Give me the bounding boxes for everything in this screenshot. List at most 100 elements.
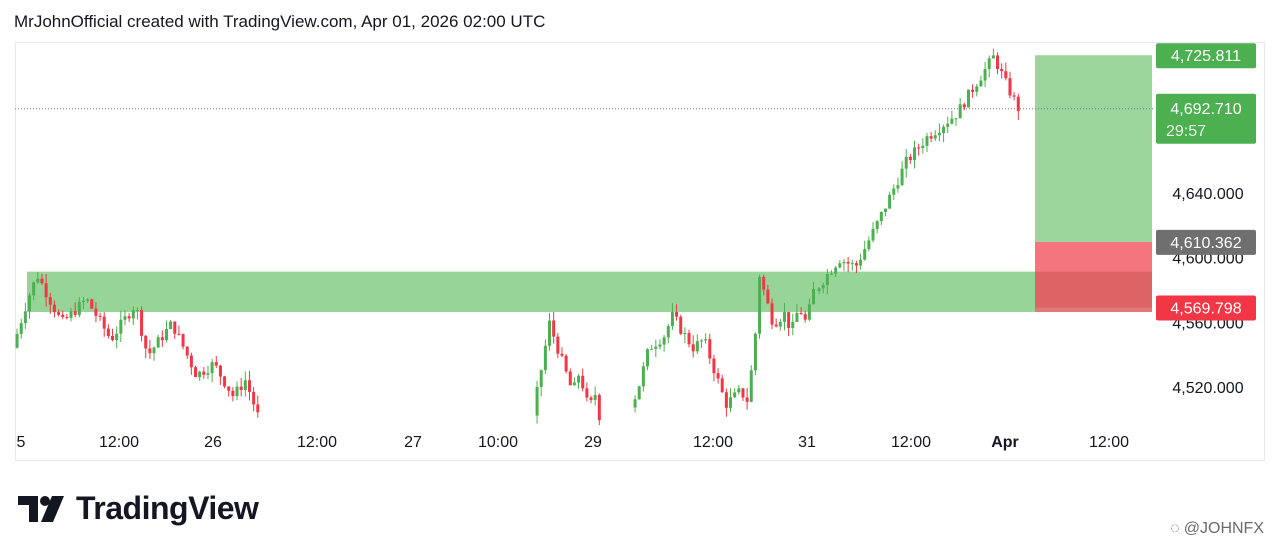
candle-body bbox=[181, 334, 185, 347]
candle bbox=[40, 273, 44, 285]
candle-body bbox=[81, 300, 85, 302]
candle bbox=[716, 368, 720, 384]
candle-body bbox=[535, 386, 539, 416]
candle bbox=[745, 388, 749, 410]
y-tick-label: 4,640.000 bbox=[1172, 186, 1243, 203]
candle bbox=[98, 312, 102, 321]
candle-body bbox=[57, 312, 61, 315]
stop-price-tag-bg bbox=[1156, 295, 1256, 321]
candle bbox=[834, 266, 838, 277]
candle-body bbox=[235, 386, 239, 397]
candle bbox=[830, 270, 834, 275]
candle-body bbox=[28, 295, 32, 312]
candle bbox=[173, 321, 177, 340]
candle bbox=[637, 386, 641, 400]
candle bbox=[231, 387, 235, 402]
candle-body bbox=[937, 132, 941, 136]
candle-body bbox=[169, 321, 173, 329]
candle bbox=[695, 334, 699, 355]
candle-body bbox=[825, 274, 829, 286]
candle-body bbox=[256, 404, 260, 413]
candle bbox=[243, 371, 247, 397]
x-tick-label: 5 bbox=[17, 434, 26, 451]
candle bbox=[875, 220, 879, 234]
candle-body bbox=[666, 326, 670, 338]
candle bbox=[57, 309, 61, 317]
candle-body bbox=[695, 341, 699, 352]
candle-body bbox=[954, 118, 958, 120]
candle bbox=[177, 325, 181, 336]
candle-body bbox=[227, 386, 231, 391]
candle bbox=[252, 387, 256, 412]
candle-body bbox=[1004, 71, 1008, 79]
chart-frame bbox=[15, 42, 1265, 461]
target-price-tag[interactable]: 4,725.811 bbox=[1156, 43, 1256, 69]
candle-body bbox=[846, 261, 850, 264]
candle-body bbox=[252, 391, 256, 405]
candle-body bbox=[194, 367, 198, 378]
candle-body bbox=[247, 380, 251, 392]
x-tick-label: 12:00 bbox=[99, 434, 139, 451]
candle-body bbox=[859, 259, 863, 266]
candle-body bbox=[650, 348, 654, 350]
candle-body bbox=[111, 335, 115, 341]
tradingview-logo[interactable]: TradingView bbox=[18, 488, 259, 528]
target-price-tag-text: 4,725.811 bbox=[1171, 48, 1241, 65]
candle bbox=[987, 55, 991, 78]
current-price-text: 4,692.710 bbox=[1170, 101, 1241, 118]
x-tick-label: 27 bbox=[404, 434, 422, 451]
candle bbox=[966, 89, 970, 108]
candle-body bbox=[231, 390, 235, 397]
candle-body bbox=[708, 339, 712, 359]
candle bbox=[758, 274, 762, 339]
candle-body bbox=[593, 394, 597, 400]
candle-body bbox=[971, 89, 975, 92]
x-tick-label: 31 bbox=[798, 434, 816, 451]
candle-body bbox=[572, 382, 576, 386]
candle bbox=[699, 339, 703, 349]
candle bbox=[111, 328, 115, 342]
candle bbox=[900, 161, 904, 186]
candle bbox=[904, 149, 908, 178]
candlestick-chart[interactable]: 4,520.0004,560.0004,600.0004,640.0004,72… bbox=[15, 42, 1265, 461]
candle bbox=[156, 334, 160, 348]
candle-body bbox=[946, 123, 950, 127]
current-price-tag[interactable]: 4,692.710 29:57 bbox=[1156, 93, 1256, 144]
candle bbox=[646, 348, 650, 371]
candle bbox=[807, 298, 811, 322]
candle bbox=[770, 298, 774, 330]
candle bbox=[148, 340, 152, 359]
candle bbox=[850, 259, 854, 271]
candle bbox=[577, 373, 581, 389]
candle-body bbox=[577, 375, 581, 383]
candle bbox=[753, 332, 757, 376]
candle bbox=[962, 102, 966, 111]
candle-body bbox=[131, 310, 135, 319]
candle bbox=[817, 287, 821, 295]
candle-body bbox=[202, 371, 206, 375]
candle bbox=[1008, 71, 1012, 99]
candle-body bbox=[983, 68, 987, 81]
candle-body bbox=[691, 344, 695, 352]
target-zone[interactable] bbox=[1035, 55, 1152, 242]
candle-body bbox=[737, 388, 741, 393]
candle bbox=[842, 258, 846, 272]
candle bbox=[1012, 92, 1016, 101]
x-tick-label: 12:00 bbox=[891, 434, 931, 451]
entry-price-tag[interactable]: 4,610.362 bbox=[1156, 229, 1256, 255]
candle-body bbox=[564, 355, 568, 372]
candle bbox=[131, 306, 135, 326]
candle bbox=[971, 84, 975, 98]
candle bbox=[597, 393, 601, 425]
candle-body bbox=[679, 316, 683, 334]
stop-price-tag[interactable]: 4,569.798 bbox=[1156, 295, 1256, 321]
candle bbox=[585, 382, 589, 402]
candle bbox=[812, 282, 816, 305]
candle bbox=[61, 310, 65, 320]
candle-body bbox=[552, 320, 556, 337]
candle-body bbox=[807, 304, 811, 320]
candle bbox=[766, 284, 770, 305]
x-tick-label: 26 bbox=[204, 434, 222, 451]
demand-zone[interactable] bbox=[27, 271, 1035, 313]
candle bbox=[152, 346, 156, 361]
